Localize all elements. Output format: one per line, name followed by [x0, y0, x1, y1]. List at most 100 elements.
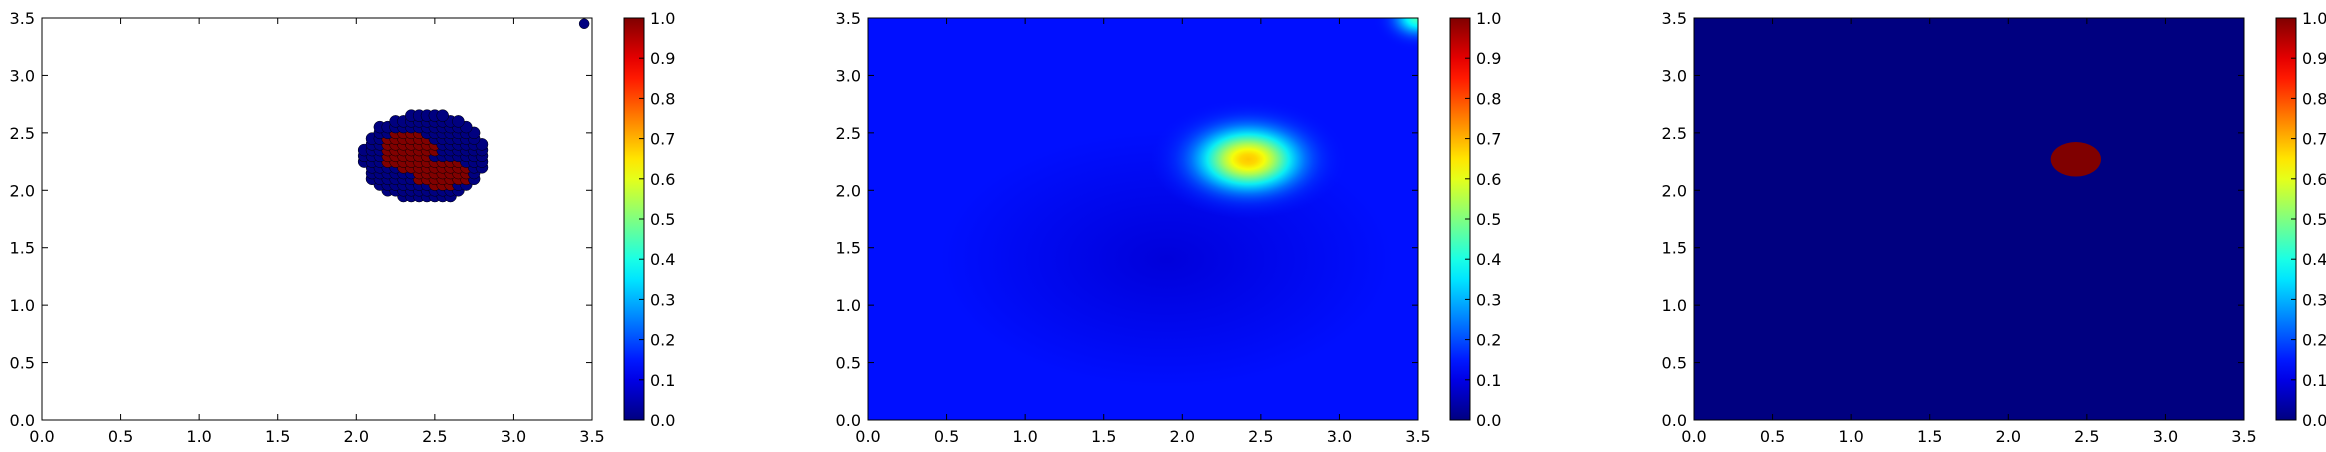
colorbar-tick-label: 0.5	[2302, 210, 2326, 229]
colorbar-tick-label: 0.4	[2302, 250, 2326, 269]
colorbar-tick-label: 0.4	[1476, 250, 1501, 269]
colorbar-tick-label: 0.4	[650, 250, 675, 269]
x-tick-label: 1.5	[1091, 427, 1116, 446]
plot-background	[42, 18, 592, 420]
colorbar-tick-label: 0.7	[2302, 130, 2326, 149]
x-tick-label: 3.0	[501, 427, 526, 446]
x-tick-label: 1.5	[1917, 427, 1942, 446]
axes-frame	[1693, 17, 2245, 421]
x-tick-label: 2.0	[344, 427, 369, 446]
region-x-axis: 0.0 0.5 1.0 1.5 2.0 2.5 3.0 3.5	[1681, 427, 2256, 446]
scatter-point	[452, 115, 465, 128]
colorbar-tick-label: 0.2	[650, 331, 675, 350]
heatmap-y-axis: 0.0 0.5 1.0 1.5 2.0 2.5 3.0 3.5	[836, 9, 861, 430]
region-plot-area	[1693, 17, 2245, 421]
colorbar-tick-label: 0.0	[650, 411, 675, 430]
colorbar-tick-label: 0.5	[1476, 210, 1501, 229]
colorbar-tick-label: 0.8	[1476, 89, 1501, 108]
y-tick-label: 0.0	[1662, 411, 1687, 430]
plot-content	[2050, 142, 2101, 177]
axes-frame	[41, 17, 593, 421]
y-tick-label: 2.5	[836, 124, 861, 143]
heatmap-panel: 0.0 0.5 1.0 1.5 2.0 2.5 3.0 3.5 0.0 0.5 …	[836, 9, 1502, 446]
y-tick-label: 3.0	[10, 66, 35, 85]
y-tick-label: 3.0	[1662, 66, 1687, 85]
y-tick-label: 1.5	[10, 239, 35, 258]
y-tick-label: 1.5	[836, 239, 861, 258]
colorbar-tick-label: 0.9	[1476, 49, 1501, 68]
y-tick-label: 0.5	[1662, 354, 1687, 373]
colorbar-tick-label: 1.0	[2302, 9, 2326, 28]
colorbar-tick-label: 0.7	[1476, 130, 1501, 149]
colorbar: 0.0 0.1 0.2 0.3 0.4 0.5 0.6 0.7 0.8 0.9 …	[2275, 9, 2326, 430]
y-tick-label: 1.0	[10, 296, 35, 315]
field-peak	[1373, 18, 1418, 51]
x-tick-label: 3.5	[579, 427, 604, 446]
x-tick-label: 2.5	[422, 427, 447, 446]
colorbar-tick-label: 0.3	[650, 290, 675, 309]
x-tick-label: 3.5	[1405, 427, 1430, 446]
y-tick-label: 2.0	[10, 181, 35, 200]
y-tick-label: 2.5	[10, 124, 35, 143]
scatter-point	[578, 18, 590, 29]
colorbar-tick-label: 1.0	[650, 9, 675, 28]
y-tick-label: 0.0	[836, 411, 861, 430]
colorbar: 0.0 0.1 0.2 0.3 0.4 0.5 0.6 0.7 0.8 0.9 …	[1449, 9, 1501, 430]
plot-content	[357, 18, 590, 203]
field-peak	[1150, 99, 1347, 219]
scatter-plot-area	[41, 17, 593, 421]
x-tick-label: 2.5	[1248, 427, 1273, 446]
x-tick-label: 0.5	[108, 427, 133, 446]
y-tick-label: 0.5	[836, 354, 861, 373]
x-tick-label: 0.0	[29, 427, 54, 446]
colorbar-tick-label: 1.0	[1476, 9, 1501, 28]
y-tick-label: 3.0	[836, 66, 861, 85]
y-tick-label: 2.5	[1662, 124, 1687, 143]
colorbar-tick-label: 0.0	[2302, 411, 2326, 430]
x-tick-label: 0.0	[855, 427, 880, 446]
x-tick-label: 3.5	[2231, 427, 2256, 446]
colorbar-tick-label: 0.2	[1476, 331, 1501, 350]
colorbar-tick-label: 0.8	[650, 89, 675, 108]
colorbar-tick-label: 0.6	[1476, 170, 1501, 189]
y-tick-label: 0.0	[10, 411, 35, 430]
x-tick-label: 2.0	[1996, 427, 2021, 446]
region-blob	[2050, 142, 2101, 177]
x-tick-label: 2.5	[2074, 427, 2099, 446]
plot-background	[1694, 18, 2244, 420]
colorbar-tick-label: 0.1	[650, 371, 675, 390]
scatter-y-axis: 0.0 0.5 1.0 1.5 2.0 2.5 3.0 3.5	[10, 9, 35, 430]
heatmap-plot-area	[867, 17, 1419, 421]
x-tick-label: 0.0	[1681, 427, 1706, 446]
y-tick-label: 3.5	[1662, 9, 1687, 28]
x-tick-label: 0.5	[1760, 427, 1785, 446]
colorbar-tick-label: 0.1	[1476, 371, 1501, 390]
y-tick-label: 1.0	[1662, 296, 1687, 315]
scatter-x-axis: 0.0 0.5 1.0 1.5 2.0 2.5 3.0 3.5	[29, 427, 604, 446]
plot-content	[940, 18, 1418, 388]
x-tick-label: 1.0	[1838, 427, 1863, 446]
x-tick-label: 1.0	[186, 427, 211, 446]
y-tick-label: 1.5	[1662, 239, 1687, 258]
colorbar-tick-label: 0.7	[650, 130, 675, 149]
region-y-axis: 0.0 0.5 1.0 1.5 2.0 2.5 3.0 3.5	[1662, 9, 1687, 430]
scatter-point	[436, 109, 449, 122]
colorbar-tick-label: 0.1	[2302, 371, 2326, 390]
colorbar-tick-label: 0.0	[1476, 411, 1501, 430]
x-tick-label: 3.0	[1327, 427, 1352, 446]
y-tick-label: 0.5	[10, 354, 35, 373]
x-tick-label: 2.0	[1170, 427, 1195, 446]
colorbar-tick-label: 0.6	[650, 170, 675, 189]
colorbar-tick-label: 0.3	[1476, 290, 1501, 309]
x-tick-label: 3.0	[2153, 427, 2178, 446]
y-tick-label: 3.5	[10, 9, 35, 28]
y-tick-label: 1.0	[836, 296, 861, 315]
colorbar-tick-label: 0.9	[650, 49, 675, 68]
colorbar-tick-label: 0.8	[2302, 89, 2326, 108]
colorbar-tick-label: 0.9	[2302, 49, 2326, 68]
y-tick-label: 2.0	[836, 181, 861, 200]
region-panel: 0.0 0.5 1.0 1.5 2.0 2.5 3.0 3.5 0.0 0.5 …	[1662, 9, 2326, 446]
heatmap-x-axis: 0.0 0.5 1.0 1.5 2.0 2.5 3.0 3.5	[855, 427, 1430, 446]
colorbar-tick-label: 0.5	[650, 210, 675, 229]
